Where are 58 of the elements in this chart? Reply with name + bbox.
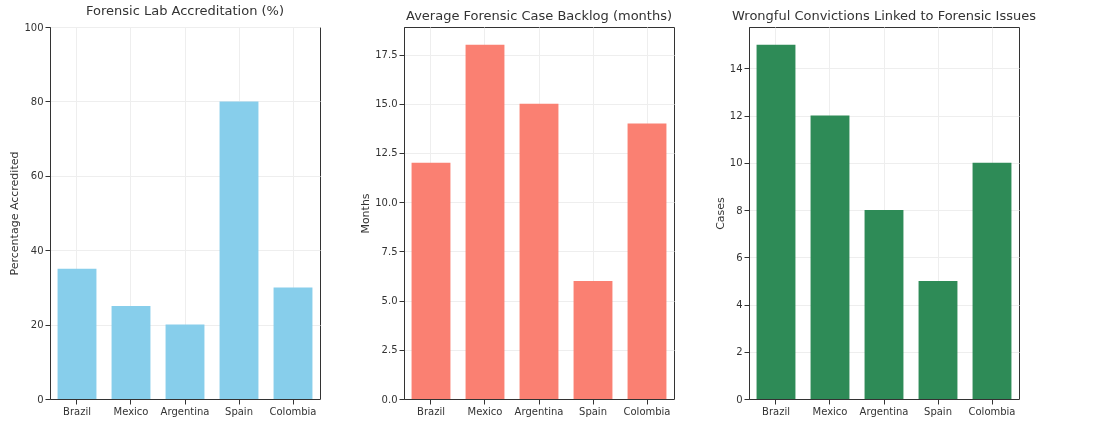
bar: [219, 101, 259, 399]
bar: [972, 162, 1012, 399]
bar: [864, 210, 904, 399]
y-tick-label: 20: [30, 319, 44, 331]
y-tick-label: 7.5: [381, 245, 398, 257]
y-axis-title: Cases: [713, 196, 727, 230]
x-tick-label: Colombia: [623, 405, 671, 417]
bar: [810, 115, 850, 399]
x-tick-label: Brazil: [417, 405, 445, 417]
x-tick-label: Brazil: [762, 405, 790, 417]
chart-title: Wrongful Convictions Linked to Forensic Issues: [732, 8, 1037, 23]
y-tick-label: 2.5: [381, 344, 398, 356]
y-tick-label: 2: [736, 346, 743, 358]
x-tick-label: Argentina: [514, 405, 564, 417]
bar: [411, 162, 451, 399]
y-tick-label: 12.5: [375, 147, 398, 159]
bar: [519, 103, 559, 399]
x-tick-label: Brazil: [63, 405, 91, 417]
chart-title: Forensic Lab Accreditation (%): [86, 3, 284, 18]
y-axis-title: Months: [359, 193, 373, 234]
y-tick-label: 8: [736, 204, 743, 216]
x-tick-label: Argentina: [859, 405, 909, 417]
x-tick-label: Spain: [225, 405, 253, 417]
bar: [573, 280, 613, 399]
y-tick-label: 60: [30, 170, 44, 182]
bar: [627, 123, 667, 399]
y-tick-label: 10.0: [375, 196, 398, 208]
y-tick-label: 0: [37, 393, 44, 405]
bar: [57, 268, 97, 399]
y-tick-label: 12: [729, 110, 743, 122]
y-tick-label: 40: [30, 244, 44, 256]
y-axis-title: Percentage Accredited: [8, 151, 22, 276]
y-tick-label: 10: [729, 157, 743, 169]
bar: [165, 324, 205, 399]
x-tick-label: Mexico: [113, 405, 149, 417]
y-tick-label: 80: [30, 95, 44, 107]
x-tick-label: Spain: [579, 405, 607, 417]
x-tick-label: Colombia: [968, 405, 1016, 417]
y-tick-label: 4: [736, 299, 743, 311]
x-tick-label: Mexico: [812, 405, 848, 417]
y-tick-label: 14: [729, 62, 743, 74]
x-tick-label: Mexico: [467, 405, 503, 417]
bar: [111, 306, 151, 399]
y-tick-label: 100: [24, 21, 44, 33]
bar: [273, 287, 313, 399]
x-tick-label: Spain: [924, 405, 952, 417]
x-tick-label: Colombia: [269, 405, 317, 417]
y-tick-label: 15.0: [375, 98, 398, 110]
bar: [918, 280, 958, 399]
bar: [756, 44, 796, 399]
y-tick-label: 6: [736, 251, 743, 263]
y-tick-label: 0.0: [381, 393, 398, 405]
y-tick-label: 5.0: [381, 295, 398, 307]
chart-title: Average Forensic Case Backlog (months): [405, 8, 673, 23]
x-tick-label: Argentina: [160, 405, 210, 417]
y-tick-label: 0: [736, 393, 743, 405]
y-tick-label: 17.5: [375, 49, 398, 61]
bar: [465, 44, 505, 399]
